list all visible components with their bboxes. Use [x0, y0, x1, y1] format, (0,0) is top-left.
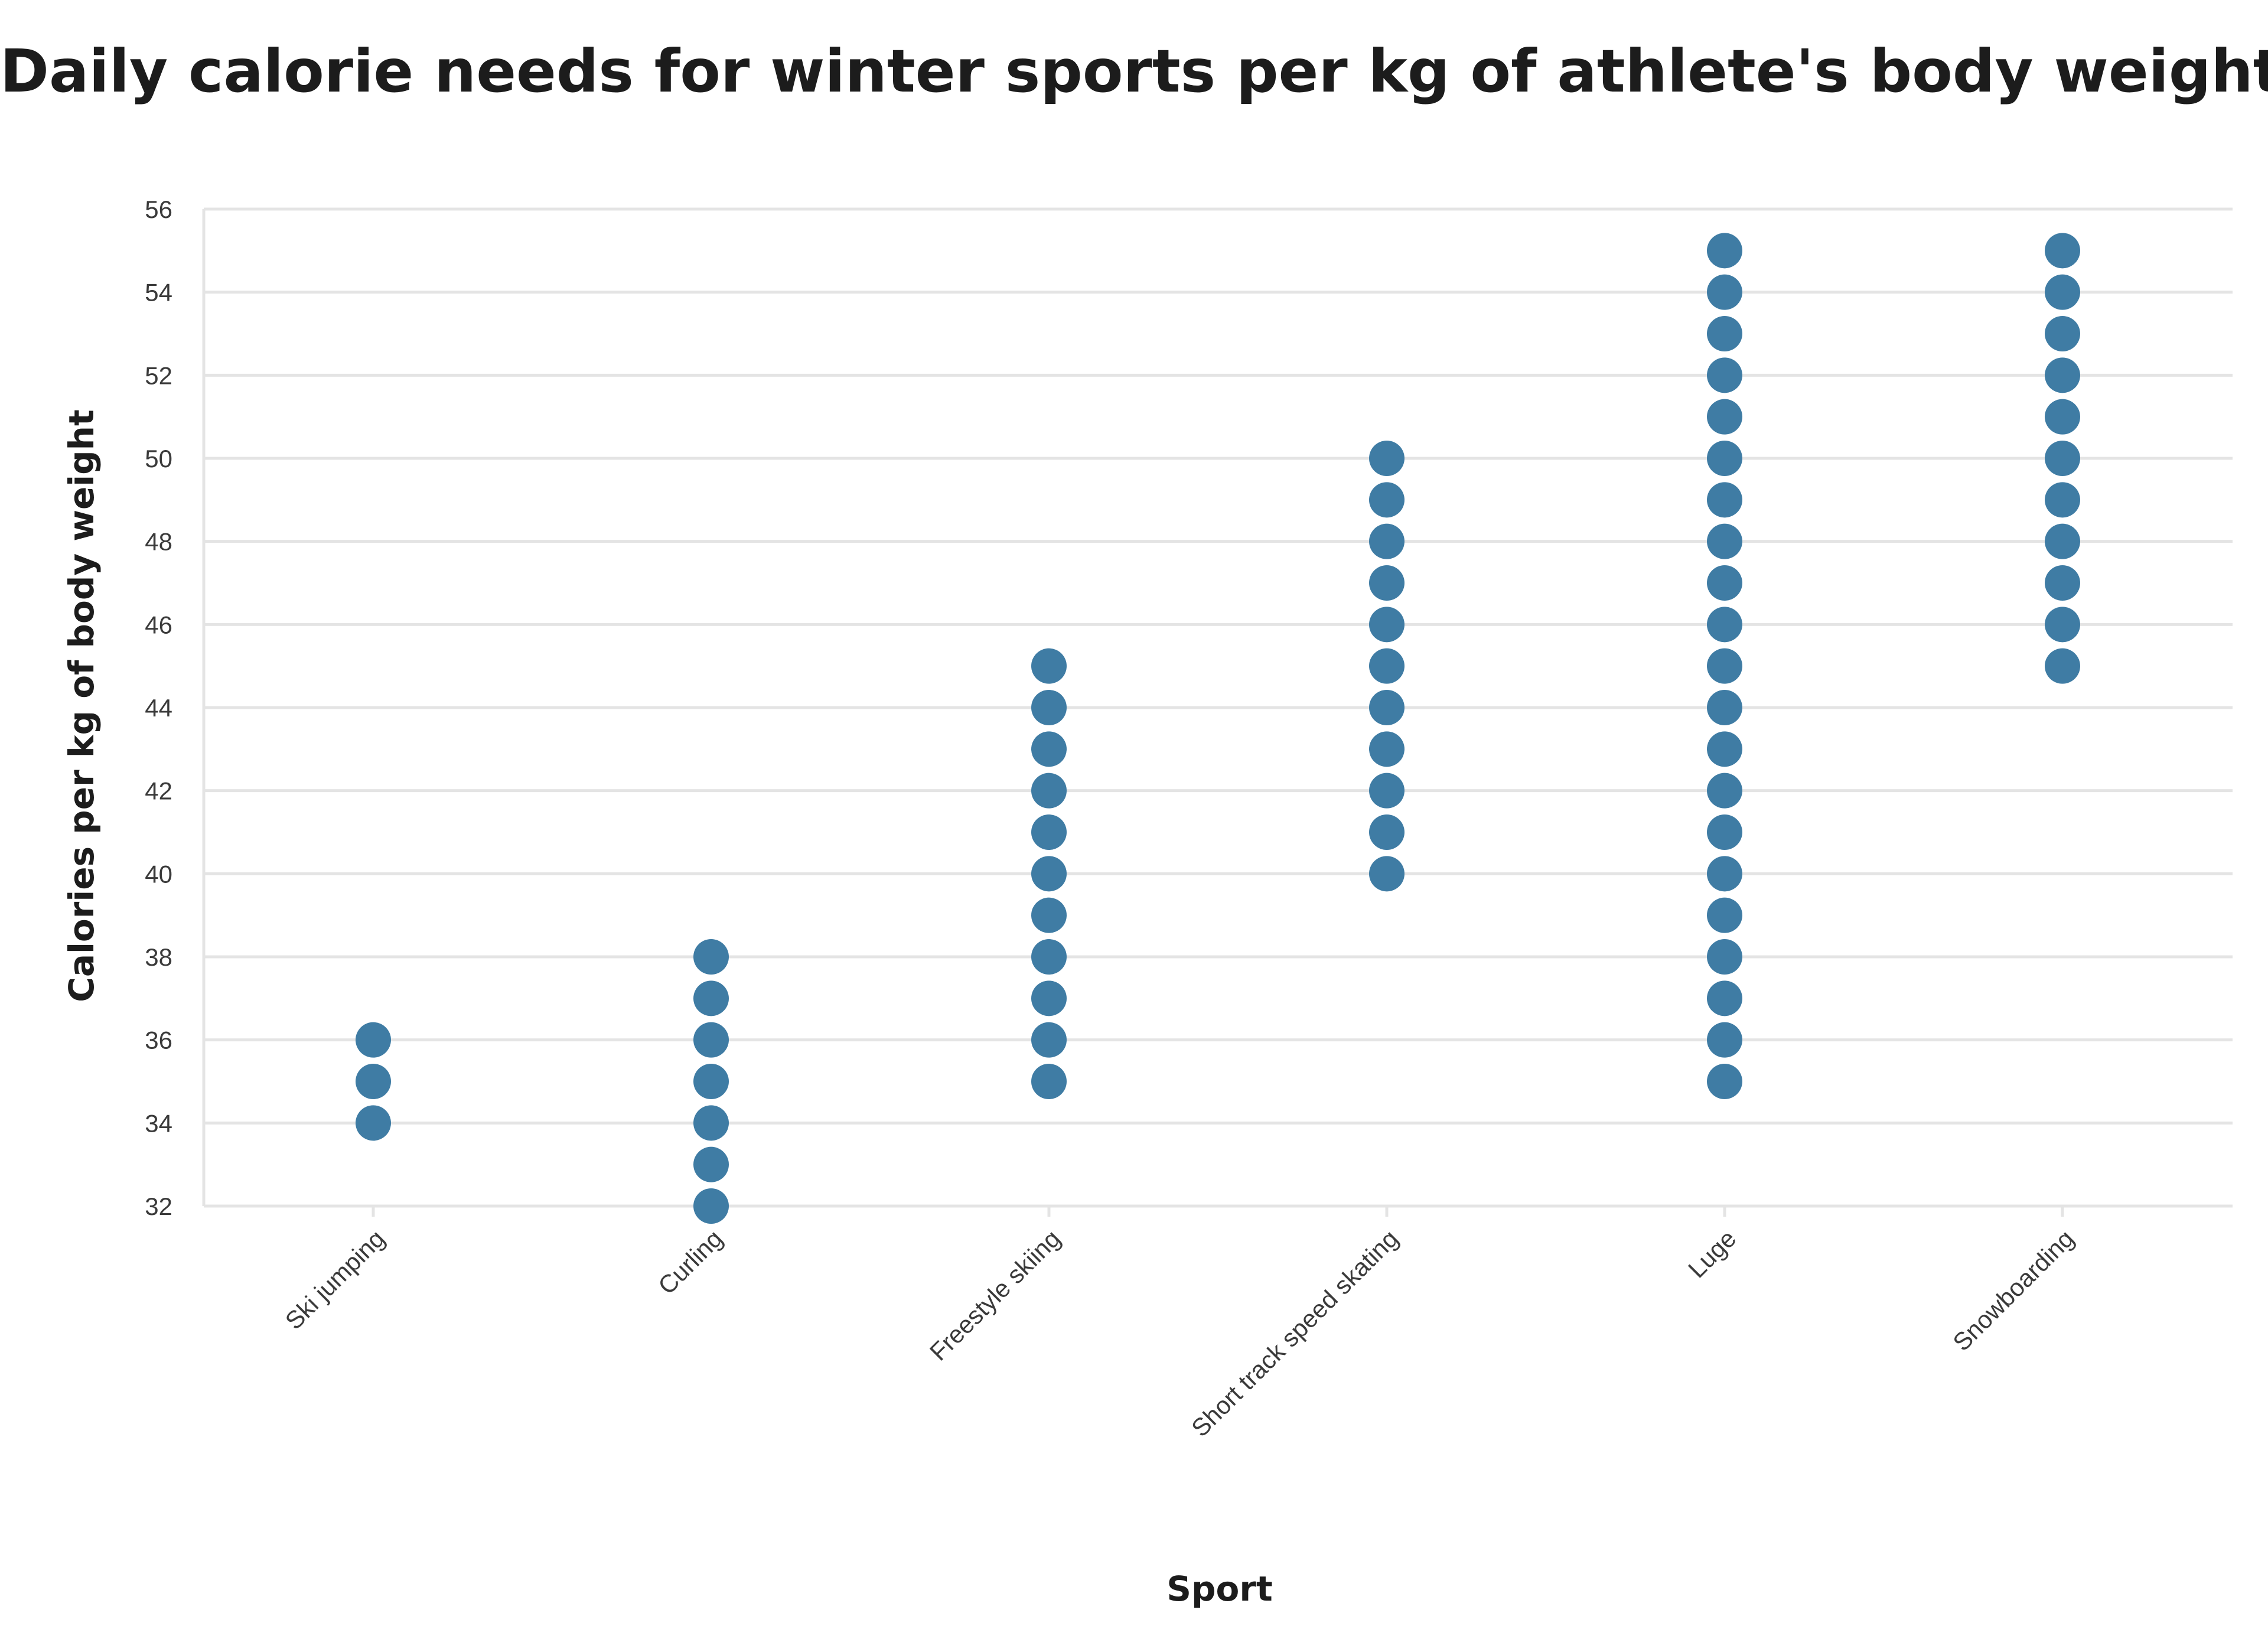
data-point — [693, 939, 729, 975]
data-point — [1707, 731, 1742, 767]
data-point — [2045, 482, 2080, 518]
data-point — [2045, 399, 2080, 435]
data-point — [1707, 399, 1742, 435]
data-point — [1031, 648, 1067, 684]
data-point — [1369, 565, 1405, 601]
data-point — [1707, 233, 1742, 269]
data-point — [1707, 274, 1742, 310]
data-point — [1707, 773, 1742, 809]
data-point — [1707, 441, 1742, 476]
data-point — [1369, 482, 1405, 518]
data-point — [693, 1022, 729, 1058]
data-point — [1707, 648, 1742, 684]
y-tick-label: 54 — [145, 279, 172, 307]
data-point — [1031, 731, 1067, 767]
x-axis-ticks: Ski jumping Curling Freestyle skiing Short … — [280, 1206, 2079, 1442]
data-point — [1369, 731, 1405, 767]
y-tick-label: 40 — [145, 860, 172, 888]
y-tick-label: 50 — [145, 445, 172, 473]
y-tick-label: 34 — [145, 1109, 172, 1137]
data-point — [2045, 607, 2080, 643]
data-point — [1707, 939, 1742, 975]
y-tick-label: 52 — [145, 361, 172, 389]
data-point — [1031, 1022, 1067, 1058]
data-point — [1707, 814, 1742, 850]
data-point — [693, 1188, 729, 1224]
data-point — [1707, 1022, 1742, 1058]
y-axis-title: Calories per kg of body weight — [61, 409, 102, 1002]
data-point — [2045, 316, 2080, 351]
data-point — [2045, 565, 2080, 601]
data-point — [1707, 523, 1742, 559]
data-point — [693, 980, 729, 1016]
data-point — [1707, 482, 1742, 518]
x-tick-label: Freestyle skiing — [924, 1224, 1066, 1366]
data-point — [1369, 690, 1405, 725]
y-axis-ticks: 32 34 36 38 40 42 44 46 48 50 52 54 56 — [145, 195, 172, 1220]
data-point — [1369, 814, 1405, 850]
data-point — [1031, 897, 1067, 933]
y-tick-label: 56 — [145, 195, 172, 223]
data-point — [2045, 233, 2080, 269]
x-tick-label: Luge — [1683, 1224, 1741, 1283]
data-point — [1031, 856, 1067, 892]
data-point — [1707, 856, 1742, 892]
x-tick-label: Short track speed skating — [1186, 1224, 1403, 1442]
data-point — [2045, 274, 2080, 310]
data-point — [693, 1146, 729, 1182]
data-point — [1369, 856, 1405, 892]
y-tick-label: 36 — [145, 1027, 172, 1054]
y-tick-label: 44 — [145, 694, 172, 722]
data-point — [356, 1064, 391, 1099]
data-point — [1369, 773, 1405, 809]
data-point — [1707, 607, 1742, 643]
data-point — [1031, 939, 1067, 975]
data-point — [693, 1064, 729, 1099]
data-point — [1031, 980, 1067, 1016]
data-point — [2045, 648, 2080, 684]
x-tick-label: Ski jumping — [280, 1224, 390, 1335]
data-point — [2045, 357, 2080, 393]
x-tick-label: Snowboarding — [1947, 1224, 2079, 1356]
gridlines — [202, 207, 2233, 1208]
y-tick-label: 42 — [145, 777, 172, 805]
data-point — [356, 1022, 391, 1058]
y-tick-label: 46 — [145, 611, 172, 638]
data-point — [1369, 441, 1405, 476]
data-point — [1031, 690, 1067, 725]
data-point — [1707, 1064, 1742, 1099]
data-point — [356, 1105, 391, 1141]
data-point — [1707, 897, 1742, 933]
data-point — [1031, 814, 1067, 850]
data-point — [1369, 607, 1405, 643]
data-point — [1707, 357, 1742, 393]
data-point — [2045, 441, 2080, 476]
x-axis-title: Sport — [1166, 1569, 1272, 1609]
x-tick-label: Curling — [653, 1224, 728, 1299]
data-point — [1031, 1064, 1067, 1099]
y-tick-label: 48 — [145, 528, 172, 556]
data-point — [693, 1105, 729, 1141]
chart-title: Daily calorie needs for winter sports pe… — [0, 37, 2268, 106]
data-points — [356, 233, 2080, 1224]
y-tick-label: 32 — [145, 1192, 172, 1220]
y-tick-label: 38 — [145, 943, 172, 971]
data-point — [1369, 523, 1405, 559]
data-point — [1707, 690, 1742, 725]
data-point — [1707, 980, 1742, 1016]
data-point — [1031, 773, 1067, 809]
data-point — [2045, 523, 2080, 559]
data-point — [1707, 565, 1742, 601]
data-point — [1369, 648, 1405, 684]
data-point — [1707, 316, 1742, 351]
